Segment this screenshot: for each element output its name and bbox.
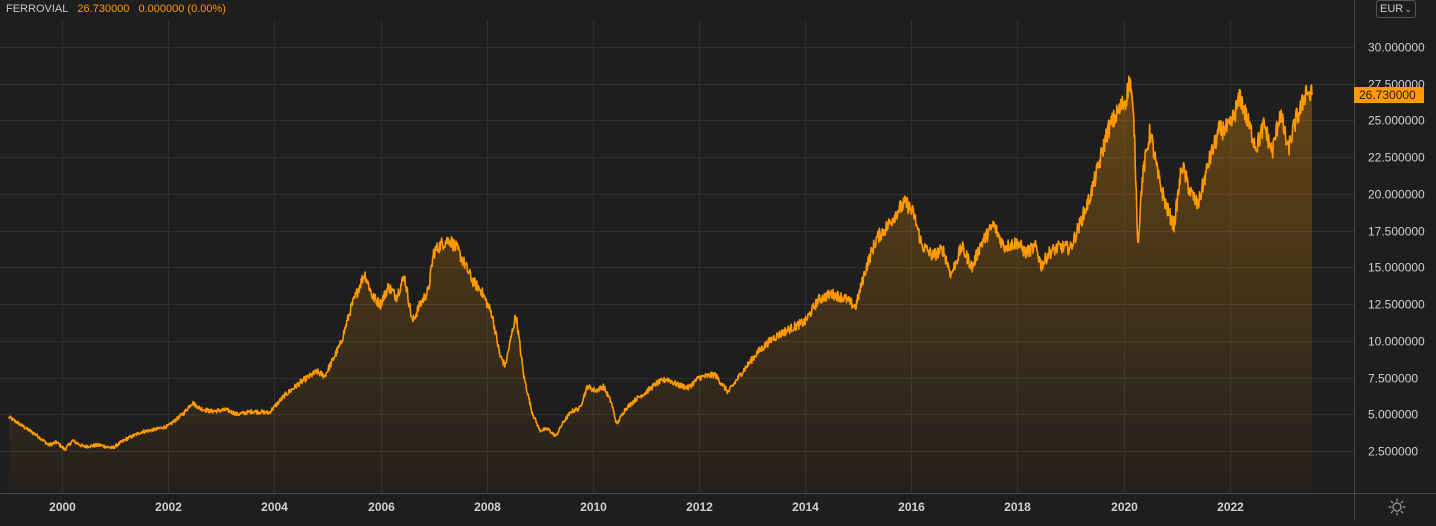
y-tick-label: 17.500000: [1368, 225, 1425, 239]
x-tick-label: 2010: [580, 500, 607, 514]
x-tick-label: 2002: [155, 500, 182, 514]
currency-dropdown[interactable]: EUR ⌄: [1376, 0, 1416, 18]
y-tick-label: 20.000000: [1368, 188, 1425, 202]
x-tick-label: 2018: [1004, 500, 1031, 514]
price-line: [8, 75, 1313, 451]
chart-header: FERROVIAL 26.730000 0.000000 (0.00%): [6, 2, 226, 16]
last-price: 26.730000: [77, 3, 130, 15]
y-tick-label: 5.000000: [1368, 408, 1418, 422]
y-tick-label: 10.000000: [1368, 335, 1425, 349]
currency-value: EUR: [1380, 3, 1404, 15]
y-tick-label: 30.000000: [1368, 41, 1425, 55]
y-tick-label: 12.500000: [1368, 298, 1425, 312]
y-tick-label: 22.500000: [1368, 151, 1425, 165]
price-change: 0.000000 (0.00%): [138, 3, 226, 15]
x-tick-label: 2016: [898, 500, 925, 514]
x-tick-label: 2006: [368, 500, 395, 514]
y-tick-label: 7.500000: [1368, 372, 1418, 386]
last-price-tag: [1354, 87, 1424, 104]
y-tick-label: 2.500000: [1368, 445, 1418, 459]
x-tick-label: 2020: [1111, 500, 1138, 514]
x-tick-label: 2012: [686, 500, 713, 514]
x-tick-label: 2008: [474, 500, 501, 514]
y-tick-label: 15.000000: [1368, 261, 1425, 275]
x-tick-label: 2000: [49, 500, 76, 514]
last-price-tag-label: 26.730000: [1359, 88, 1416, 102]
x-tick-label: 2022: [1217, 500, 1244, 514]
x-tick-label: 2004: [261, 500, 288, 514]
x-tick-label: 2014: [792, 500, 819, 514]
symbol-label: FERROVIAL: [6, 3, 69, 15]
settings-sun-icon[interactable]: [1388, 498, 1406, 516]
price-area-fill: [9, 76, 1312, 493]
chevron-down-icon: ⌄: [1404, 4, 1412, 14]
y-tick-label: 25.000000: [1368, 114, 1425, 128]
